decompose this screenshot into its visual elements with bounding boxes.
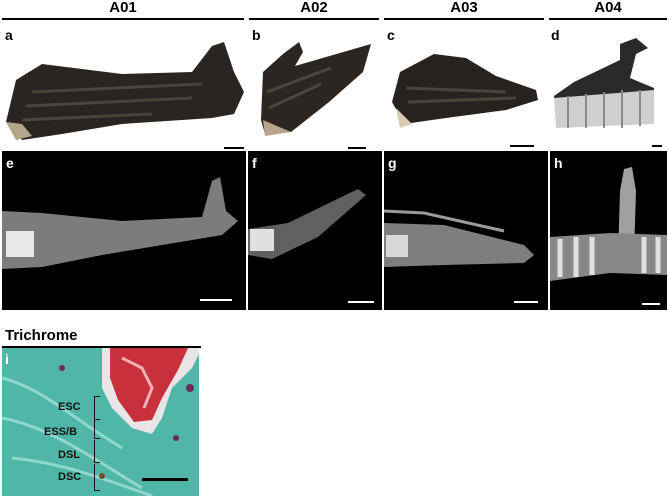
xray-image-f bbox=[248, 189, 374, 303]
panel-label-g: g bbox=[388, 155, 397, 171]
layer-bracket-esc bbox=[94, 396, 100, 420]
scale-bar bbox=[348, 147, 366, 149]
layer-label-dsl: DSL bbox=[58, 449, 80, 461]
xray-panel-e bbox=[2, 151, 246, 310]
panel-label-f: f bbox=[252, 155, 257, 171]
xray-panel-f bbox=[248, 151, 382, 310]
histology-panel-i bbox=[2, 348, 199, 496]
header-rule bbox=[249, 18, 379, 20]
column-label-A02: A02 bbox=[300, 0, 328, 16]
scale-bar bbox=[642, 303, 660, 305]
xray-panel-h bbox=[550, 151, 667, 310]
column-label-A03: A03 bbox=[450, 0, 478, 16]
specimen-photo-b bbox=[261, 42, 371, 149]
header-rule bbox=[2, 18, 244, 20]
xray-panel-g bbox=[384, 151, 548, 310]
specimen-photo-a bbox=[6, 42, 244, 149]
layer-label-dsc: DSC bbox=[58, 471, 82, 483]
panel-label-h: h bbox=[554, 155, 563, 171]
column-header-A01: A01 bbox=[2, 0, 244, 20]
header-rule bbox=[549, 18, 667, 20]
panel-label-b: b bbox=[252, 27, 261, 43]
column-header-A03: A03 bbox=[384, 0, 544, 20]
specimen-photo-d bbox=[554, 38, 662, 147]
specimen-photo-c bbox=[392, 54, 538, 147]
column-label-A01: A01 bbox=[109, 0, 137, 16]
column-header-A02: A02 bbox=[249, 0, 379, 20]
panel-label-d: d bbox=[551, 27, 560, 43]
photo-panel-c bbox=[386, 32, 546, 150]
xray-image-h bbox=[550, 167, 667, 305]
stain-title: Trichrome bbox=[5, 327, 78, 344]
xray-image-e bbox=[2, 177, 238, 301]
layer-bracket-essb bbox=[94, 420, 100, 439]
xray-image-g bbox=[384, 209, 538, 303]
scale-bar bbox=[142, 478, 188, 481]
header-rule bbox=[384, 18, 544, 20]
panel-label-e: e bbox=[6, 155, 14, 171]
layer-label-essb: ESS/B bbox=[44, 426, 78, 438]
layer-bracket-dsc bbox=[94, 464, 100, 491]
column-header-A04: A04 bbox=[549, 0, 667, 20]
panel-label-i: i bbox=[5, 351, 9, 367]
trichrome-image bbox=[2, 348, 199, 496]
scale-bar bbox=[510, 145, 534, 147]
scale-bar bbox=[652, 145, 662, 147]
layer-label-esc: ESC bbox=[58, 401, 81, 413]
panel-label-a: a bbox=[5, 27, 13, 43]
photo-panel-b bbox=[251, 32, 381, 150]
photo-panel-a bbox=[2, 32, 248, 150]
layer-bracket-dsl bbox=[94, 440, 100, 463]
column-label-A04: A04 bbox=[594, 0, 622, 16]
scale-bar bbox=[200, 299, 232, 301]
scale-bar bbox=[514, 301, 538, 303]
photo-panel-d bbox=[550, 32, 667, 150]
scale-bar bbox=[348, 301, 374, 303]
panel-label-c: c bbox=[387, 27, 395, 43]
stain-title-rule bbox=[2, 346, 201, 348]
scale-bar bbox=[224, 147, 244, 149]
